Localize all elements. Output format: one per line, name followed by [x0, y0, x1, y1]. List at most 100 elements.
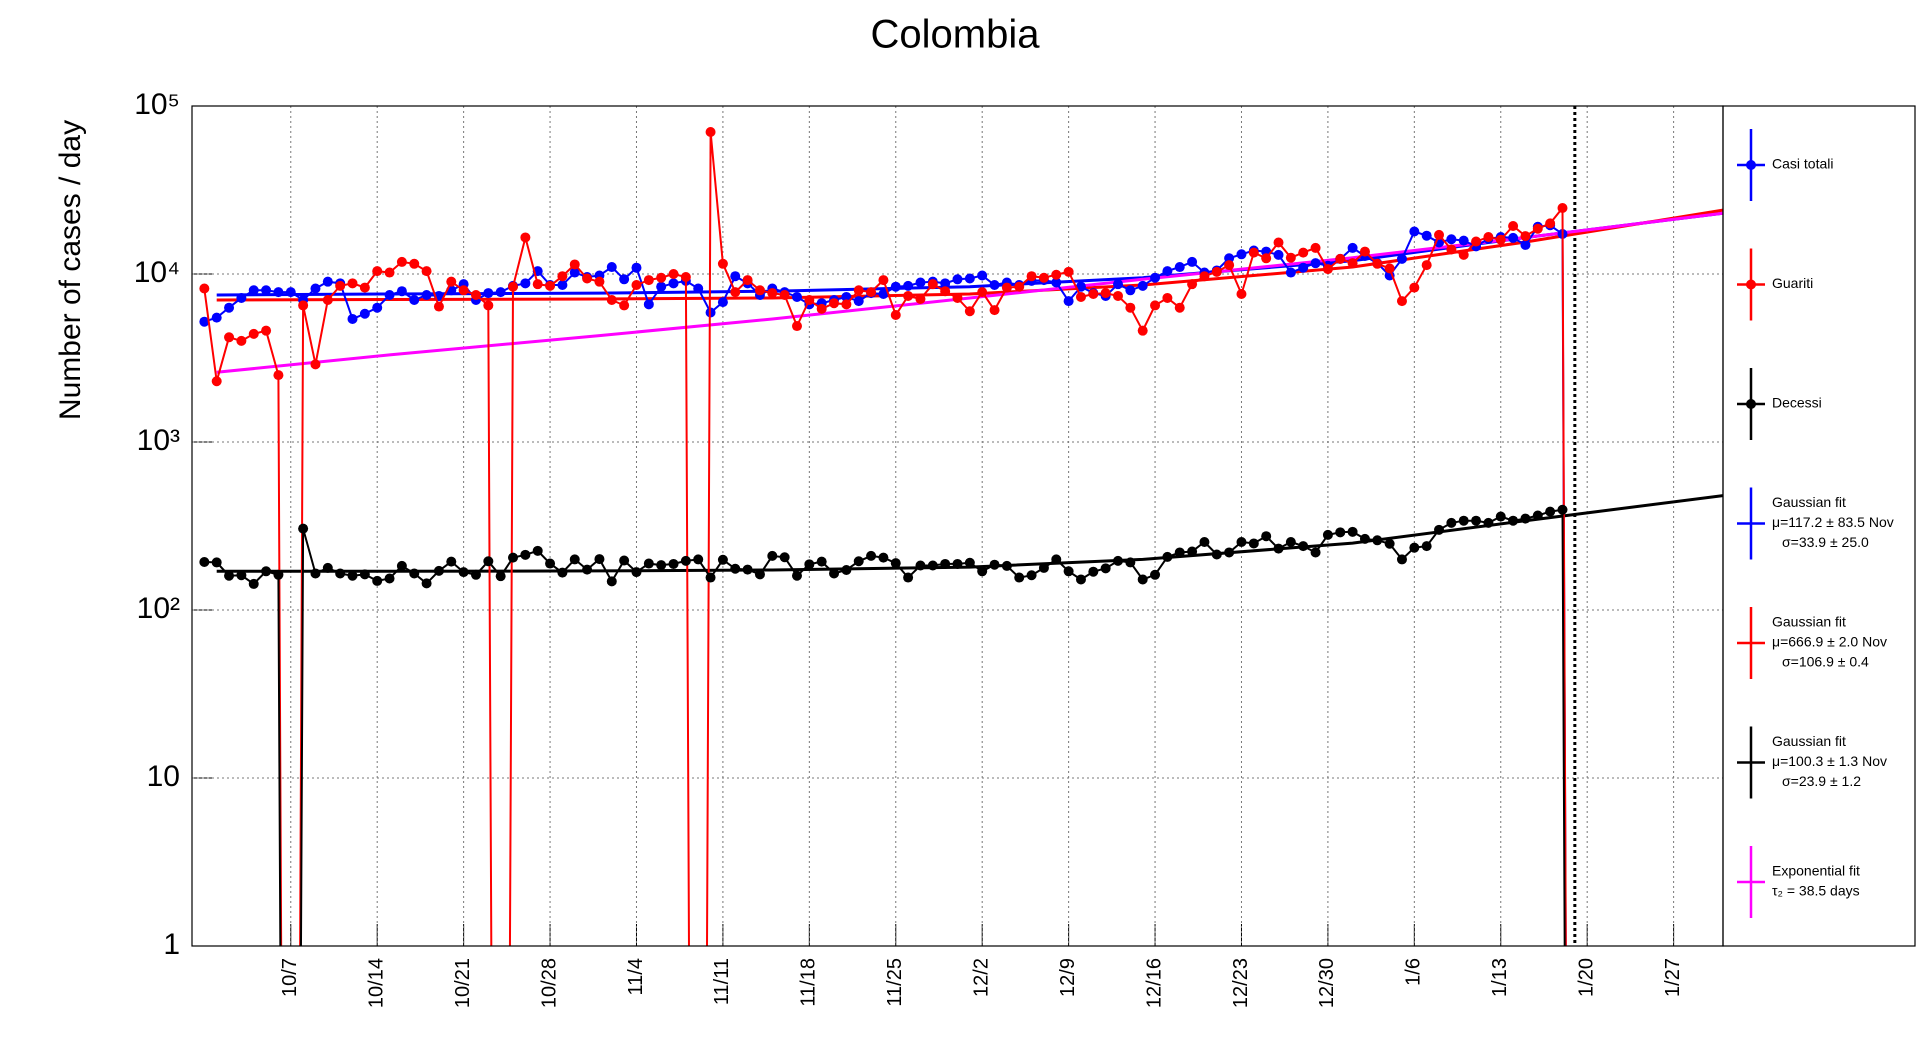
- data-point: [1384, 263, 1395, 274]
- y-axis-label: Number of cases / day: [54, 120, 87, 420]
- x-tick-label: 1/13: [1489, 958, 1511, 997]
- data-point: [952, 274, 963, 285]
- data-point: [421, 266, 432, 277]
- data-point: [841, 299, 852, 310]
- data-point: [1310, 547, 1321, 558]
- data-point: [964, 273, 975, 284]
- data-point: [841, 565, 852, 576]
- data-point: [656, 272, 667, 283]
- data-point: [273, 569, 284, 580]
- data-point: [915, 277, 926, 288]
- x-tick-label: 11/18: [798, 958, 820, 1007]
- data-point: [298, 523, 309, 534]
- x-tick-label: 11/11: [711, 958, 733, 1005]
- data-point: [730, 271, 741, 282]
- data-point: [1396, 296, 1407, 307]
- data-point: [1446, 234, 1457, 245]
- data-point: [236, 335, 247, 346]
- data-point: [1001, 560, 1012, 571]
- x-tick-label: 12/2: [970, 958, 992, 997]
- data-point: [767, 288, 778, 299]
- data-point: [569, 554, 580, 565]
- data-point: [520, 549, 531, 560]
- y-tick-label: 1: [163, 928, 180, 961]
- data-point: [1174, 547, 1185, 558]
- data-point: [384, 573, 395, 584]
- data-point: [767, 550, 778, 561]
- data-point: [520, 278, 531, 289]
- data-point: [1162, 266, 1173, 277]
- data-point: [470, 289, 481, 300]
- data-point: [1063, 296, 1074, 307]
- data-point: [1532, 510, 1543, 521]
- y-tick-label: 10⁴: [134, 256, 180, 289]
- data-point: [409, 568, 420, 579]
- data-point: [384, 289, 395, 300]
- data-point: [347, 570, 358, 581]
- data-point: [754, 285, 765, 296]
- data-point: [248, 328, 259, 339]
- data-point: [409, 258, 420, 269]
- fit-curve: [216, 211, 1723, 374]
- data-point: [1335, 527, 1346, 538]
- data-point: [829, 568, 840, 579]
- data-point: [1137, 574, 1148, 585]
- chart-title: Colombia: [871, 13, 1041, 57]
- data-point: [1471, 515, 1482, 526]
- x-tick-label: 10/7: [279, 958, 301, 997]
- data-point: [1113, 279, 1124, 290]
- data-point: [705, 127, 716, 138]
- x-tick-label: 10/14: [365, 958, 387, 1008]
- data-point: [668, 278, 679, 289]
- data-point: [1347, 526, 1358, 537]
- data-point: [952, 558, 963, 569]
- x-tick-label: 12/23: [1230, 958, 1252, 1008]
- legend-box: [1722, 105, 1916, 947]
- data-point: [816, 556, 827, 567]
- legend-marker: [1746, 399, 1756, 409]
- data-point: [335, 568, 346, 579]
- legend-param: σ=23.9 ± 1.2: [1782, 773, 1861, 789]
- data-point: [458, 567, 469, 578]
- y-tick-label: 10³: [137, 424, 180, 457]
- data-point: [1285, 267, 1296, 278]
- legend-param: σ=33.9 ± 25.0: [1782, 534, 1869, 550]
- data-point: [1557, 203, 1568, 214]
- data-point: [1322, 529, 1333, 540]
- data-point: [1174, 302, 1185, 313]
- data-point: [940, 278, 951, 289]
- data-point: [298, 300, 309, 311]
- data-point: [1557, 504, 1568, 515]
- data-point: [903, 280, 914, 291]
- data-point: [1372, 258, 1383, 269]
- data-point: [520, 232, 531, 243]
- data-point: [977, 566, 988, 577]
- data-point: [199, 283, 210, 294]
- data-point: [1508, 232, 1519, 243]
- legend-marker: [1746, 279, 1756, 290]
- data-point: [1224, 547, 1235, 558]
- data-point: [557, 280, 568, 291]
- data-point: [1285, 252, 1296, 263]
- data-point: [977, 270, 988, 281]
- data-point: [643, 558, 654, 569]
- data-point: [940, 558, 951, 569]
- data-point: [1211, 549, 1222, 560]
- data-point: [1187, 546, 1198, 557]
- data-point: [1495, 511, 1506, 522]
- data-point: [915, 293, 926, 304]
- data-point: [1051, 554, 1062, 565]
- data-point: [631, 262, 642, 273]
- data-point: [927, 560, 938, 571]
- data-point: [804, 295, 815, 306]
- data-point: [1545, 218, 1556, 229]
- data-point: [927, 279, 938, 290]
- data-point: [890, 310, 901, 321]
- data-point: [1038, 562, 1049, 573]
- y-tick-label: 10⁵: [134, 88, 180, 121]
- data-point: [989, 280, 1000, 291]
- legend-param: μ=117.2 ± 83.5 Nov: [1772, 514, 1894, 530]
- data-point: [903, 572, 914, 583]
- data-point: [977, 287, 988, 298]
- data-point: [347, 313, 358, 324]
